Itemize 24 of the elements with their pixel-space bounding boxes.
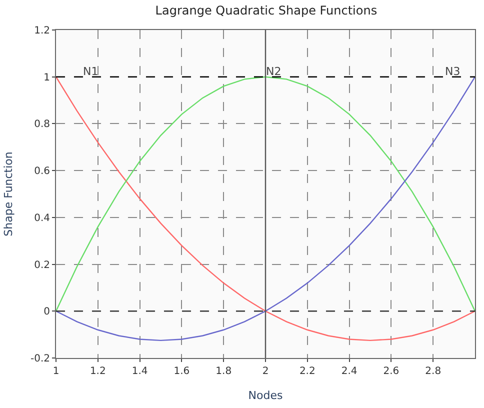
- x-tick-label: 1.8: [216, 366, 232, 377]
- y-tick-label: 0.4: [34, 212, 50, 224]
- chart-title: Lagrange Quadratic Shape Functions: [155, 4, 378, 18]
- x-tick-label: 1.4: [132, 366, 148, 377]
- y-axis-title: Shape Function: [2, 152, 16, 236]
- y-tick-label: 0: [44, 306, 50, 318]
- x-tick-label: 2.4: [341, 366, 358, 377]
- x-tick-label: 1: [52, 366, 60, 377]
- x-tick-label: 2.6: [383, 366, 400, 377]
- y-tick-label: 0.2: [34, 260, 50, 271]
- x-axis-title: Nodes: [248, 389, 283, 402]
- annotation: N2: [266, 65, 282, 78]
- annotation: N3: [445, 65, 460, 78]
- x-tick-label: 1.6: [174, 366, 190, 377]
- x-tick-label: 2.2: [299, 366, 316, 377]
- annotation: N1: [83, 65, 98, 78]
- y-tick-label: 0.6: [34, 166, 50, 178]
- x-tick-label: 2.8: [425, 366, 442, 377]
- y-tick-label: 1.2: [34, 26, 50, 36]
- x-tick-label: 1.2: [90, 366, 106, 377]
- y-tick-label: 1: [44, 72, 50, 84]
- y-tick-label: 0.8: [34, 119, 50, 130]
- y-tick-label: -0.2: [30, 354, 50, 364]
- x-tick-label: 2: [262, 366, 269, 377]
